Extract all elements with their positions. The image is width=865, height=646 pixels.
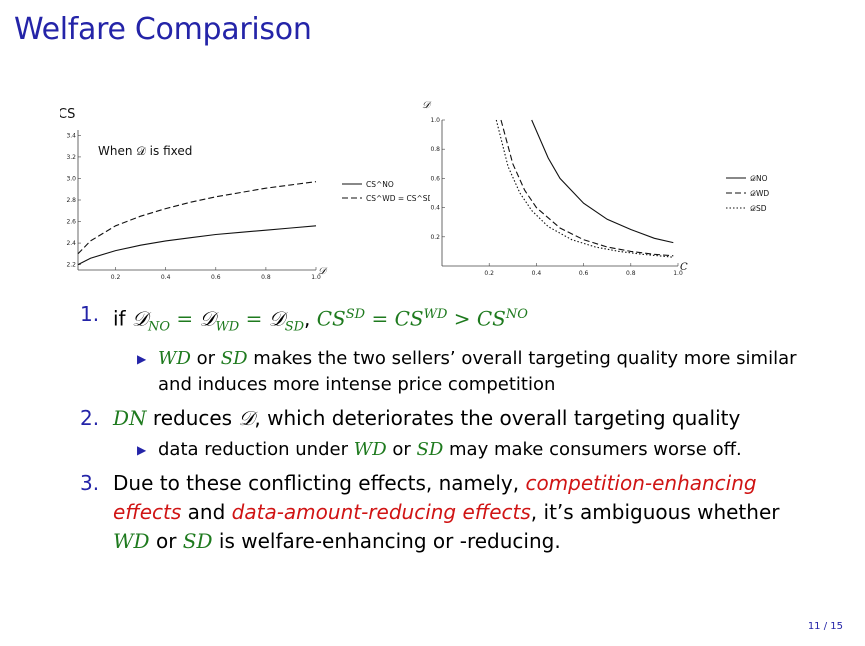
y-tick-label: 0.6	[430, 175, 440, 182]
x-tick-label: 0.4	[161, 274, 171, 281]
y-tick-label: 2.2	[66, 262, 76, 269]
list-subitem-2-1: ▶ data reduction under WD or SD may make…	[80, 437, 820, 463]
triangle-bullet-icon: ▶	[137, 442, 147, 457]
y-tick-label: 2.4	[66, 240, 76, 247]
y-tick-label: 0.8	[430, 146, 440, 153]
legend-label: 𝒟SD	[750, 204, 767, 213]
item-number: 3.	[80, 470, 100, 495]
series-line	[495, 119, 674, 258]
item-number: 1.	[80, 302, 100, 326]
list-item-3: 3. Due to these conflicting effects, nam…	[80, 470, 780, 553]
series-line	[77, 181, 317, 255]
x-axis-label: 𝒟	[318, 266, 328, 277]
x-tick-label: 0.6	[579, 270, 589, 277]
list-subitem-1-1: ▶ WD or SD makes the two sellers’ overal…	[137, 347, 797, 395]
y-tick-label: 3.0	[66, 175, 76, 182]
x-tick-label: 0.4	[532, 270, 542, 277]
x-axis-label: C	[680, 262, 688, 273]
y-tick-label: 3.4	[66, 132, 76, 139]
y-tick-label: 0.2	[430, 234, 440, 241]
series-line	[500, 119, 674, 257]
legend-label: CS^WD = CS^SD	[366, 194, 430, 203]
x-tick-label: 1.0	[673, 270, 683, 277]
triangle-bullet-icon: ▶	[137, 351, 147, 366]
y-axis-label: 𝒟	[422, 100, 432, 111]
x-tick-label: 0.2	[484, 270, 494, 277]
x-tick-label: 0.8	[626, 270, 636, 277]
y-tick-label: 1.0	[430, 117, 440, 124]
list-item-2: 2. DN reduces 𝒟, which deteriorates the …	[80, 404, 820, 433]
item-number: 2.	[80, 405, 100, 430]
legend-label: 𝒟WD	[750, 189, 769, 198]
y-tick-label: 2.6	[66, 219, 76, 226]
slide-title: Welfare Comparison	[14, 12, 312, 47]
y-tick-label: 3.2	[66, 154, 76, 161]
list-item-1: 1. if 𝒟NO = 𝒟WD = 𝒟SD, CSSD = CSWD > CSN…	[80, 302, 528, 335]
d-chart: 0.2 0.4 0.6 0.8 1.0 0.2 0.4 0.6 0.8 1.0 𝒟 C 𝒟NO 𝒟WD 𝒟S…	[422, 100, 769, 277]
bullet-list: 1. if 𝒟NO = 𝒟WD = 𝒟SD, CSSD = CSWD > CSN…	[80, 300, 820, 556]
x-tick-label: 0.6	[211, 274, 221, 281]
x-tick-label: 1.0	[311, 274, 321, 281]
series-line	[77, 225, 317, 266]
y-tick-label: 2.8	[66, 197, 76, 204]
x-tick-label: 0.8	[261, 274, 271, 281]
chart-annotation: When 𝒟 is fixed	[98, 144, 192, 158]
cs-chart: 0.2 0.4 0.6 0.8 1.0 2.2 2.4 2.6 2.8 3.0 3.2 3.4 CS 𝒟 W…	[60, 107, 430, 281]
x-tick-label: 0.2	[111, 274, 121, 281]
legend-label: CS^NO	[366, 180, 394, 189]
legend-label: 𝒟NO	[750, 174, 768, 183]
series-line	[531, 119, 674, 244]
y-tick-label: 0.4	[430, 205, 440, 212]
page-number: 11 / 15	[807, 621, 843, 632]
y-axis-label: CS	[60, 107, 75, 122]
